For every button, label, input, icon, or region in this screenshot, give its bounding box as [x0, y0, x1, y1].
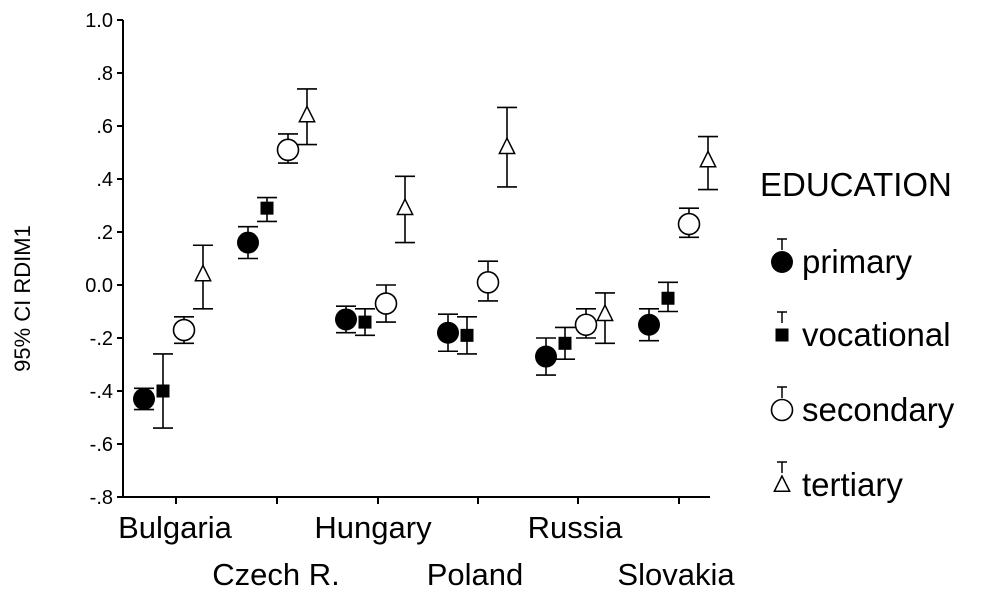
y-tick-label: -.6 [90, 434, 113, 456]
data-point-vocational [658, 281, 678, 313]
marker-vocational [661, 291, 675, 305]
data-point-primary [237, 225, 259, 260]
x-category-label: Poland [427, 557, 524, 592]
data-point-tertiary [595, 292, 615, 345]
data-point-vocational [257, 196, 277, 223]
y-tick-label: .2 [96, 222, 113, 244]
x-category-label: Czech R. [212, 557, 339, 592]
marker-secondary [276, 138, 300, 162]
axes: -.8 -.6 -.4 -.2 0.0 .2 .4 .6 .8 1.0 95% CI RDIM1 Bu… [10, 10, 735, 592]
legend-label-tertiary: tertiary [802, 466, 903, 503]
data-point-tertiary [497, 106, 517, 188]
data-point-tertiary [698, 135, 718, 191]
legend-item-secondary: secondary [770, 386, 955, 428]
data-point-secondary [374, 284, 398, 323]
marker-primary [133, 387, 155, 410]
marker-primary [535, 345, 557, 368]
data-point-tertiary [193, 244, 213, 310]
plot-marks [133, 88, 718, 429]
data-point-secondary [476, 260, 500, 302]
y-tick-label: -.8 [90, 487, 113, 509]
legend-label-vocational: vocational [802, 316, 951, 353]
data-point-tertiary [297, 88, 317, 146]
legend-label-secondary: secondary [802, 391, 955, 428]
legend-item-vocational: vocational [775, 311, 951, 353]
y-axis-title: 95% CI RDIM1 [10, 225, 35, 372]
y-tick-label: .4 [96, 169, 113, 191]
x-category-label: Bulgaria [118, 510, 232, 545]
legend: EDUCATION primary vocational secondary terti… [760, 166, 955, 503]
marker-vocational [460, 328, 474, 342]
data-point-secondary [172, 315, 196, 345]
data-point-vocational [555, 326, 575, 361]
marker-secondary [770, 398, 794, 422]
marker-primary [638, 313, 660, 336]
marker-secondary [476, 271, 500, 294]
marker-primary [771, 251, 793, 273]
legend-label-primary: primary [802, 243, 913, 280]
data-point-primary [335, 305, 357, 334]
data-point-vocational [457, 315, 477, 355]
marker-primary [335, 308, 357, 331]
marker-tertiary [773, 474, 791, 493]
marker-tertiary [596, 303, 614, 322]
y-tick-label: 0.0 [85, 275, 113, 297]
x-category-label: Slovakia [617, 557, 735, 592]
marker-vocational [358, 315, 372, 329]
data-point-tertiary [395, 175, 415, 244]
data-point-secondary [574, 308, 598, 339]
y-tick-label: .8 [96, 63, 113, 85]
marker-tertiary [699, 149, 717, 168]
marker-vocational [156, 384, 170, 398]
data-point-primary [133, 387, 155, 411]
y-tick-label: 1.0 [85, 10, 113, 32]
y-tick-label: -.4 [90, 381, 113, 403]
data-point-primary [638, 308, 660, 342]
data-point-primary [437, 313, 459, 353]
marker-vocational [775, 328, 789, 342]
marker-tertiary [396, 197, 414, 216]
data-point-secondary [677, 207, 701, 239]
marker-vocational [558, 336, 572, 350]
y-tick-label: -.2 [90, 328, 113, 350]
data-point-vocational [355, 308, 375, 337]
legend-title: EDUCATION [760, 166, 952, 203]
legend-item-primary: primary [771, 238, 913, 280]
y-tick-label: .6 [96, 116, 113, 138]
marker-primary [237, 231, 259, 254]
marker-vocational [260, 201, 274, 215]
data-point-secondary [276, 133, 300, 164]
legend-item-tertiary: tertiary [773, 461, 903, 503]
marker-tertiary [194, 263, 212, 282]
data-point-primary [535, 337, 557, 376]
x-category-label: Hungary [314, 510, 432, 545]
marker-tertiary [498, 136, 516, 155]
marker-secondary [172, 318, 196, 342]
marker-secondary [574, 313, 598, 337]
marker-tertiary [298, 104, 316, 123]
marker-secondary [677, 212, 701, 236]
marker-primary [437, 321, 459, 344]
marker-secondary [374, 292, 398, 315]
x-category-label: Russia [528, 510, 624, 545]
data-point-vocational [153, 353, 173, 429]
